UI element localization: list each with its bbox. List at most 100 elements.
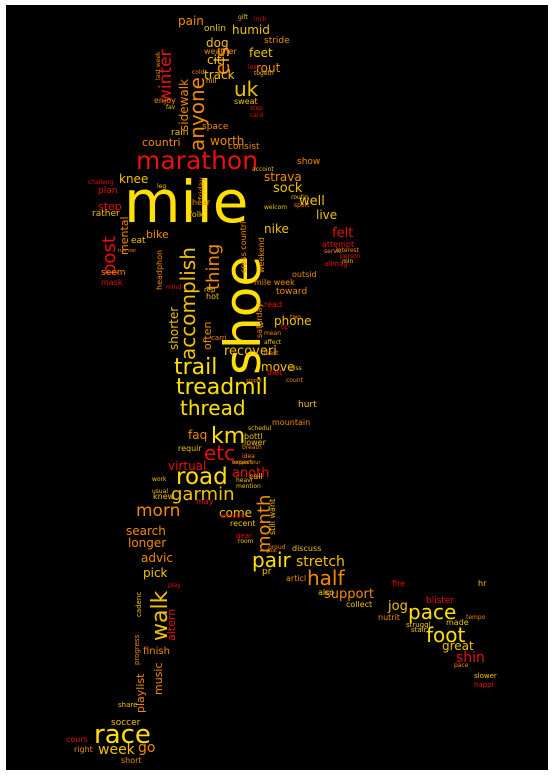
word-folk: folk xyxy=(189,210,204,219)
word-inch: inch xyxy=(254,16,267,23)
word-diet: diet xyxy=(267,368,283,377)
word-live: live xyxy=(316,208,338,222)
word-sometim: sometim xyxy=(220,513,247,520)
word-week: week xyxy=(98,742,135,758)
word-card: card xyxy=(250,112,264,119)
word-longer: longer xyxy=(128,536,167,550)
word-hurt: hurt xyxy=(298,400,317,410)
word-race: race xyxy=(94,720,151,750)
word-made: made xyxy=(446,618,469,627)
word-affect: affect xyxy=(264,339,282,346)
word-short: short xyxy=(121,756,142,765)
word-breath: breath xyxy=(242,444,262,451)
word-thread: thread xyxy=(180,396,246,420)
word-sidewalk: sidewalk xyxy=(177,78,191,131)
word-onlin: onlin xyxy=(204,24,226,34)
word-discuss: discuss xyxy=(292,544,322,553)
word-plan: plan xyxy=(98,186,118,196)
word-shorter: shorter xyxy=(167,306,181,350)
word-countri: countri xyxy=(142,136,181,149)
word-temperatur: temperatur xyxy=(232,460,261,466)
word-slower: slower xyxy=(474,672,497,680)
word-citi: citi xyxy=(207,53,225,67)
word-road: road xyxy=(176,464,228,490)
word-uk: uk xyxy=(234,77,259,101)
word-articl: articl xyxy=(286,574,307,583)
word-still-want: still want xyxy=(268,498,277,535)
word-headphon: headphon xyxy=(155,249,164,290)
word-stoppt: stoppt xyxy=(246,378,262,384)
word-cloud-runner: mile shoe marathon race road treadmil tr… xyxy=(6,5,548,770)
word-usual: usual xyxy=(152,488,169,495)
word-move: move xyxy=(261,360,295,374)
word-soccer: soccer xyxy=(111,718,141,728)
word-morn: morn xyxy=(136,501,181,521)
word-stretch: stretch xyxy=(296,554,345,570)
word-call: call xyxy=(249,472,263,481)
word-rout: rout xyxy=(256,61,281,75)
word-show: show xyxy=(297,157,321,167)
word-hr: hr xyxy=(478,579,487,588)
word-worth: worth xyxy=(210,134,245,148)
word-weather: weather xyxy=(204,47,237,56)
word-toward: toward xyxy=(276,287,308,297)
word-marathon: marathon xyxy=(136,146,259,175)
word-accoint: accoint xyxy=(252,166,274,173)
word-run-ner: run ner xyxy=(118,248,137,254)
word-carri: carri xyxy=(211,334,227,342)
word-half: half xyxy=(307,566,345,590)
word-may: may xyxy=(196,497,214,506)
word-blister: blister xyxy=(426,596,455,606)
word-hot: hot xyxy=(206,292,220,301)
word-nike: nike xyxy=(264,222,289,236)
word-felt: felt xyxy=(332,226,354,241)
word-anoth: anoth xyxy=(232,466,270,481)
word-cadenc: cadenc xyxy=(135,591,143,617)
word-right: right xyxy=(74,745,93,754)
word-outsid: outsid xyxy=(292,270,317,279)
word-hear: hear xyxy=(192,198,211,207)
word-sweat: sweat xyxy=(234,97,258,106)
word-pick: pick xyxy=(143,566,168,580)
word-knew: knew xyxy=(153,492,175,501)
word-sock: sock xyxy=(273,181,303,196)
word-sport: sport xyxy=(294,202,310,209)
word-collect: collect xyxy=(346,600,373,609)
word-mountain: mountain xyxy=(272,418,311,427)
word-requir: requir xyxy=(178,444,202,453)
word-tempo: tempo xyxy=(466,614,486,621)
word-friday: friday xyxy=(197,176,206,200)
word-room: room xyxy=(238,538,254,545)
word-schedul: schedul xyxy=(248,425,272,432)
word-virtual: virtual xyxy=(168,459,207,473)
word-rain: rain xyxy=(171,128,189,138)
word-accomplish: accomplish xyxy=(176,247,200,360)
word-recoveri: recoveri xyxy=(224,344,277,359)
word-seem: seem xyxy=(101,268,126,278)
word-struggl: struggl xyxy=(406,621,431,629)
word-advic: advic xyxy=(141,551,174,565)
word-eat: eat xyxy=(131,236,146,246)
word-bike: bike xyxy=(146,228,169,241)
word-mask: mask xyxy=(101,278,123,287)
word-stair: stair xyxy=(411,626,427,634)
word-consist: consist xyxy=(228,142,260,152)
word-pair: pair xyxy=(252,548,291,572)
word-mile: mile xyxy=(124,168,249,236)
word-pr: pr xyxy=(262,567,272,577)
word-cross-countri: cross countri xyxy=(239,221,248,273)
word-also: also xyxy=(318,588,335,597)
word-feet: feet xyxy=(249,46,273,60)
word-space: space xyxy=(202,122,229,132)
word-play: play xyxy=(168,582,181,589)
word-bottl: bottl xyxy=(244,432,263,441)
word-mention: mention xyxy=(236,483,261,490)
word-support: support xyxy=(324,587,374,602)
word-phone: phone xyxy=(274,314,312,328)
word-tip: tip xyxy=(281,324,289,331)
word-mean: mean xyxy=(264,330,282,337)
word-pace: pace xyxy=(408,600,457,624)
word-leg: leg xyxy=(157,183,167,190)
word-read: read xyxy=(264,300,283,309)
word-dog: dog xyxy=(206,36,229,50)
